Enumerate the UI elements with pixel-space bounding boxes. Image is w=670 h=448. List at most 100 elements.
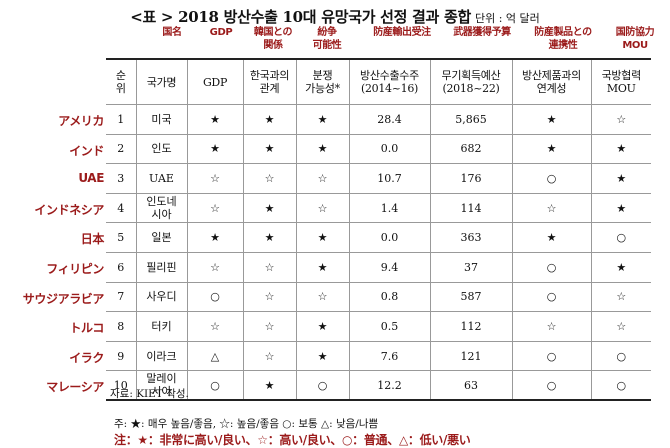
cell-rank: 9 bbox=[106, 340, 137, 372]
country-name-line: 말레이 bbox=[146, 372, 177, 386]
cell-name: 터키 bbox=[135, 311, 188, 342]
table-row: 2 인도 ★ ★ ★ 0.0 682 ★ ★ bbox=[106, 133, 651, 165]
cell-rel: ☆ bbox=[242, 340, 297, 372]
cell-exp: 0.0 bbox=[348, 133, 431, 165]
column-header-line: 국방협력 bbox=[601, 69, 642, 82]
cell-bud: 63 bbox=[429, 370, 513, 401]
column-header-line: 관계 bbox=[259, 82, 280, 95]
japanese-header-line: 韓国との bbox=[253, 27, 293, 38]
table-header-row: 순 위 국가명 GDP 한국과의 관계 분쟁 가능성* 방산수출수주 (2014~16) 무기획득예… bbox=[106, 58, 651, 105]
cell-conf: ★ bbox=[295, 133, 350, 165]
column-header-line: (2018~22) bbox=[442, 82, 500, 95]
japanese-header-4: 防産輸出受注 bbox=[357, 26, 447, 39]
cell-exp: 7.6 bbox=[348, 340, 431, 372]
japanese-country-label: インドネシア bbox=[34, 202, 104, 217]
country-name-line: 터키 bbox=[151, 319, 172, 333]
cell-rank: 4 bbox=[106, 192, 137, 224]
column-header-line: 한국과의 bbox=[249, 69, 290, 82]
japanese-country-label: イラク bbox=[69, 350, 104, 365]
cell-link: ★ bbox=[511, 133, 592, 165]
table-row: 7 사우디 ○ ☆ ☆ 0.8 587 ○ ☆ bbox=[106, 281, 651, 313]
japanese-header-2: 韓国との 関係 bbox=[228, 26, 318, 52]
column-header: 국가명 bbox=[135, 58, 188, 105]
cell-rank: 6 bbox=[106, 251, 137, 283]
japanese-legend-note: 注：★：非常に高い/良い、☆：高い/良い、○：普通、△：低い/悪い bbox=[114, 433, 471, 447]
cell-exp: 1.4 bbox=[348, 192, 431, 224]
column-header-line: 무기획득예산 bbox=[441, 69, 501, 82]
cell-bud: 682 bbox=[429, 133, 513, 165]
cell-mou: ○ bbox=[590, 222, 651, 253]
cell-mou: ★ bbox=[590, 192, 651, 224]
cell-mou: ☆ bbox=[590, 281, 651, 313]
cell-conf: ☆ bbox=[295, 192, 350, 224]
cell-rel: ☆ bbox=[242, 311, 297, 342]
cell-rank: 3 bbox=[106, 163, 137, 194]
cell-name: 이라크 bbox=[135, 340, 188, 372]
japanese-header-line: 紛争 bbox=[317, 27, 337, 38]
column-header-line: 가능성* bbox=[305, 82, 340, 95]
column-header-line: (2014~16) bbox=[360, 82, 419, 95]
cell-rank: 1 bbox=[106, 104, 137, 135]
summary-table: 순 위 국가명 GDP 한국과의 관계 분쟁 가능성* 방산수출수주 (2014~16) 무기획득예… bbox=[106, 58, 651, 402]
cell-gdp: ○ bbox=[186, 370, 244, 401]
japanese-country-label: マレーシア bbox=[46, 380, 104, 395]
japanese-header-line: MOU bbox=[622, 40, 648, 51]
cell-gdp: ☆ bbox=[186, 192, 244, 224]
japanese-country-label: アメリカ bbox=[58, 114, 104, 128]
cell-bud: 112 bbox=[429, 311, 513, 342]
cell-conf: ☆ bbox=[295, 281, 350, 313]
country-name-line: 미국 bbox=[151, 112, 172, 126]
source-note: 자료: KIET 작성. bbox=[110, 388, 189, 400]
cell-conf: ☆ bbox=[295, 163, 350, 194]
cell-name: 인도네 시아 bbox=[135, 192, 188, 224]
cell-rank: 8 bbox=[106, 311, 137, 342]
column-header-line: 방산수출수주 bbox=[360, 69, 419, 82]
column-header: GDP bbox=[186, 58, 244, 105]
japanese-header-line: 可能性 bbox=[312, 40, 342, 51]
legend-note: 주: ★: 매우 높음/좋음, ☆: 높음/좋음 ○: 보통 △: 낮음/나쁨 bbox=[114, 418, 379, 430]
cell-bud: 363 bbox=[429, 222, 513, 253]
cell-conf: ★ bbox=[295, 104, 350, 135]
table-row: 4 인도네 시아 ☆ ★ ☆ 1.4 114 ☆ ★ bbox=[106, 192, 651, 224]
country-name-line: 필리핀 bbox=[146, 260, 177, 274]
cell-gdp: ☆ bbox=[186, 163, 244, 194]
japanese-header-line: 防産製品との bbox=[534, 27, 592, 38]
cell-mou: ☆ bbox=[590, 104, 651, 135]
cell-conf: ★ bbox=[295, 340, 350, 372]
column-header: 무기획득예산 (2018~22) bbox=[429, 58, 513, 105]
cell-link: ○ bbox=[511, 281, 592, 313]
japanese-header-0: 国名 bbox=[127, 26, 217, 39]
column-header-line: MOU bbox=[606, 82, 636, 95]
column-header-line: 분쟁 bbox=[312, 69, 333, 82]
country-name-line: 인도 bbox=[151, 142, 172, 156]
cell-exp: 12.2 bbox=[348, 370, 431, 401]
table-row: 8 터키 ☆ ☆ ★ 0.5 112 ☆ ☆ bbox=[106, 311, 651, 342]
cell-name: 일본 bbox=[135, 222, 188, 253]
table-row: 3 UAE ☆ ☆ ☆ 10.7 176 ○ ★ bbox=[106, 163, 651, 194]
cell-name: 인도 bbox=[135, 133, 188, 165]
cell-exp: 0.8 bbox=[348, 281, 431, 313]
cell-conf: ★ bbox=[295, 251, 350, 283]
cell-conf: ★ bbox=[295, 222, 350, 253]
cell-exp: 9.4 bbox=[348, 251, 431, 283]
cell-link: ○ bbox=[511, 251, 592, 283]
column-header: 국방협력 MOU bbox=[590, 58, 651, 105]
cell-rel: ☆ bbox=[242, 251, 297, 283]
japanese-header-7: 国防協力 MOU bbox=[590, 26, 670, 52]
cell-rel: ★ bbox=[242, 133, 297, 165]
japanese-country-label: トルコ bbox=[69, 321, 104, 336]
cell-mou: ○ bbox=[590, 340, 651, 372]
japanese-header-5: 武器獲得予算 bbox=[437, 26, 527, 39]
japanese-country-label: インド bbox=[69, 143, 104, 158]
column-header: 방산수출수주 (2014~16) bbox=[348, 58, 431, 105]
cell-exp: 10.7 bbox=[348, 163, 431, 194]
cell-conf: ○ bbox=[295, 370, 350, 401]
cell-link: ○ bbox=[511, 340, 592, 372]
cell-name: UAE bbox=[135, 163, 188, 194]
table-row: 5 일본 ★ ★ ★ 0.0 363 ★ ○ bbox=[106, 222, 651, 253]
cell-rank: 5 bbox=[106, 222, 137, 253]
japanese-country-label: UAE bbox=[78, 171, 104, 186]
column-header: 분쟁 가능성* bbox=[295, 58, 350, 105]
cell-mou: ★ bbox=[590, 163, 651, 194]
table-row: 1 미국 ★ ★ ★ 28.4 5,865 ★ ☆ bbox=[106, 104, 651, 135]
